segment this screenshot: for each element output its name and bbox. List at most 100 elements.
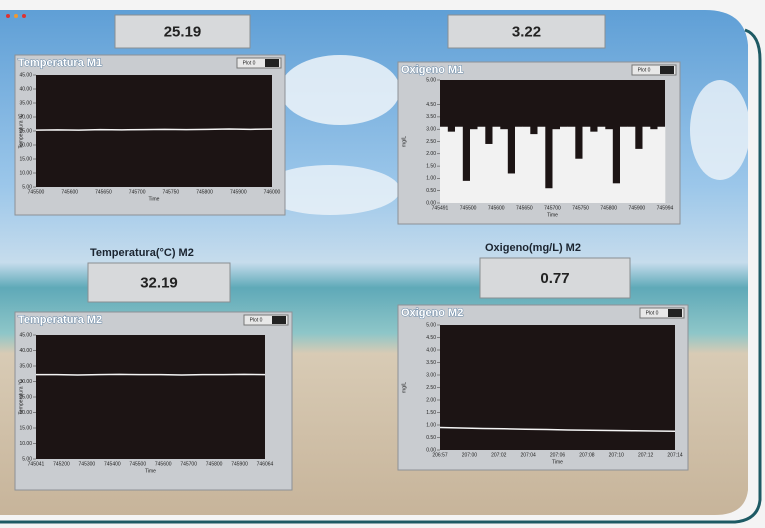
y-tick-label: 10.00 [19,170,32,176]
chart: Temperatura M2 Plot 0 5.00 10.00 15.00 20.00 2… [14,311,293,491]
y-tick-label: 2.00 [426,151,436,157]
trace-bar [462,180,471,203]
x-tick-label: 745491 [432,205,449,211]
trace [439,426,676,432]
indicator-box [87,262,231,303]
trace-bar [582,126,591,203]
y-tick-label: 0.00 [426,200,436,206]
x-tick-label: 746064 [257,461,274,467]
y-tick-label: 40.00 [19,86,32,92]
x-tick-label: 745800 [206,461,223,467]
chart-title: Oxigeno M1 [401,64,463,76]
y-tick-label: 3.00 [426,372,436,378]
y-axis-label: mg/L [401,382,407,393]
trace-bar [500,129,508,203]
x-tick-label: 745900 [230,189,247,195]
y-tick-label: 3.00 [426,127,436,133]
trace-bar [447,131,456,203]
x-tick-label: 745700 [129,189,146,195]
indicator-value: 32.19 [140,274,178,291]
legend-label: Plot 0 [638,67,651,73]
x-tick-label: 745500 [460,205,477,211]
y-tick-label: 2.50 [426,385,436,391]
y-tick-label: 25.00 [19,394,32,400]
trace-bar [522,126,531,203]
y-tick-label: 4.50 [426,102,436,108]
x-tick-label: 207:04 [520,452,536,458]
trace-bar [597,126,606,203]
x-tick-label: 745600 [155,461,172,467]
y-axis-label: mg/L [401,136,407,147]
x-tick-label: 745600 [61,189,78,195]
y-tick-label: 1.50 [426,163,436,169]
front-panel: 25.19 3.22 Temperatura(°C) M2 32.19 Oxigeno(… [14,14,689,491]
trace-bar [620,126,628,203]
chart-title: Oxigeno M2 [401,307,463,319]
trace-bar [650,129,658,203]
x-tick-label: 206:57 [432,452,448,458]
x-tick-label: 207:08 [579,452,595,458]
trace-bar [440,126,448,203]
chart: Oxigeno M2 Plot 0 0.00 0.50 1.00 1.50 2.00 2.50… [397,304,689,471]
frame [0,28,762,524]
x-tick-label: 745200 [53,461,70,467]
y-tick-label: 35.00 [19,100,32,106]
y-tick-label: 25.00 [19,128,32,134]
legend-swatch [272,316,286,324]
trace [36,373,266,376]
chart-title: Temperatura M1 [18,57,102,69]
y-tick-label: 30.00 [19,114,32,120]
trace-bar [560,126,568,203]
cloud [280,55,400,125]
legend-swatch [668,309,682,317]
x-axis-label: Time [149,196,160,202]
x-tick-label: 746000 [264,189,281,195]
legend-label: Plot 0 [250,317,263,323]
y-tick-label: 20.00 [19,142,32,148]
indicator-box [114,14,251,49]
indicator-value: 0.77 [540,270,569,287]
trace-bar [657,126,666,203]
trace-bar [507,173,516,203]
y-tick-label: 0.50 [426,435,436,441]
x-tick-label: 745700 [544,205,561,211]
plot-area [36,75,272,187]
trace-bar [605,129,613,203]
y-tick-label: 4.50 [426,335,436,341]
y-tick-label: 3.50 [426,360,436,366]
window-button[interactable] [6,14,10,18]
y-tick-label: 10.00 [19,441,32,447]
x-tick-label: 745800 [196,189,213,195]
trace-bar [455,126,463,203]
x-tick-label: 745994 [657,205,674,211]
y-tick-label: 15.00 [19,425,32,431]
x-tick-label: 745500 [28,189,45,195]
trace-bar [545,188,553,203]
x-tick-label: 745700 [180,461,197,467]
x-tick-label: 207:00 [462,452,478,458]
x-axis-label: Time [145,468,156,474]
y-tick-label: 5.00 [22,184,32,190]
trace-bar [537,126,546,203]
x-tick-label: 207:02 [491,452,507,458]
trace-bar [552,129,561,203]
legend-box [243,314,289,326]
trace-bar [470,129,478,203]
x-tick-label: 745500 [129,461,146,467]
window-button[interactable] [22,14,26,18]
indicator-box [447,14,606,49]
y-tick-label: 5.00 [426,77,436,83]
y-tick-label: 1.00 [426,176,436,182]
chart: Oxigeno M1 Plot 0 0.00 0.50 1.00 1.50 2.00 2.50… [397,61,681,225]
trace-bar [612,183,621,203]
x-tick-label: 745041 [28,461,45,467]
y-tick-label: 1.00 [426,422,436,428]
indicator-label: Oxigeno(mg/L) M2 [485,242,581,254]
y-tick-label: 0.00 [426,447,436,453]
trace-bar [627,126,636,203]
y-tick-label: 15.00 [19,156,32,162]
window-button[interactable] [14,14,18,18]
y-tick-label: 40.00 [19,348,32,354]
x-tick-label: 207:14 [667,452,683,458]
